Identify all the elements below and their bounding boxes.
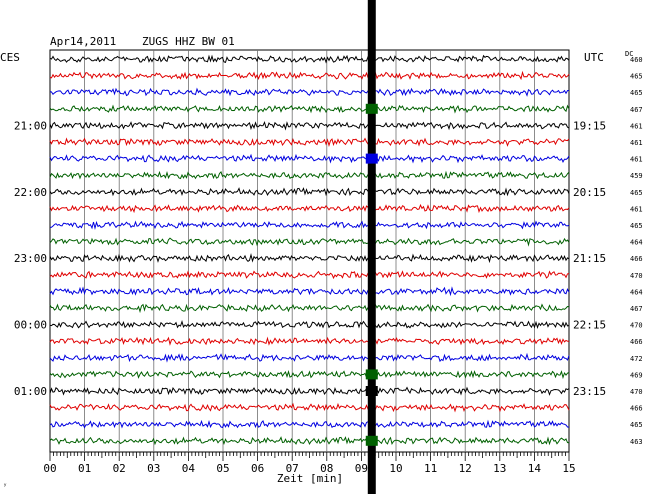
trace-16 — [49, 303, 570, 314]
x-tick-label: 06 — [251, 462, 264, 475]
right-time-label: 23:15 — [573, 385, 606, 398]
left-timezone-label: CES — [0, 51, 20, 64]
x-tick-label: 10 — [389, 462, 402, 475]
dc-offset-label: 461 — [630, 122, 643, 130]
trace-13 — [49, 253, 570, 264]
trace-23 — [49, 419, 570, 429]
dc-offset-label: 472 — [630, 355, 643, 363]
dc-offset-label: 467 — [630, 305, 643, 313]
trace-9 — [49, 187, 570, 197]
dc-offset-label: 459 — [630, 172, 643, 180]
event-burst — [365, 369, 378, 380]
trace-21 — [49, 386, 570, 396]
dc-offset-label: 470 — [630, 388, 643, 396]
x-tick-label: 14 — [528, 462, 542, 475]
corner-mark: ʸ — [3, 482, 7, 490]
event-burst — [365, 153, 378, 164]
right-time-label: 19:15 — [573, 119, 606, 132]
event-burst — [365, 435, 378, 446]
trace-3 — [49, 87, 570, 97]
x-tick-label: 15 — [562, 462, 575, 475]
left-time-label: 22:00 — [14, 186, 47, 199]
dc-offset-label: 465 — [630, 73, 643, 81]
dc-offset-label: 461 — [630, 156, 643, 164]
left-time-label: 00:00 — [14, 319, 47, 332]
dc-offset-label: 470 — [630, 272, 643, 280]
dc-offset-label: 466 — [630, 338, 643, 346]
left-time-label: 21:00 — [14, 119, 47, 132]
dc-offset-label: 464 — [630, 288, 643, 296]
x-axis-label: Zeit [min] — [277, 472, 343, 485]
trace-11 — [49, 220, 570, 231]
trace-7 — [49, 153, 570, 164]
trace-20 — [49, 370, 570, 380]
trace-17 — [49, 320, 570, 330]
event-burst — [365, 103, 378, 114]
trace-12 — [49, 237, 570, 247]
trace-2 — [49, 70, 570, 81]
x-tick-label: 07 — [286, 462, 299, 475]
header-date: Apr14,2011 — [50, 35, 116, 48]
x-tick-label: 03 — [147, 462, 160, 475]
dc-offset-label: 465 — [630, 421, 643, 429]
x-tick-label: 02 — [113, 462, 126, 475]
trace-4 — [49, 104, 570, 114]
right-time-label: 22:15 — [573, 319, 606, 332]
dc-offset-label: 464 — [630, 239, 643, 247]
trace-24 — [49, 436, 570, 446]
dc-offset-label: 463 — [630, 438, 643, 446]
trace-8 — [49, 170, 570, 180]
dc-offset-label: 460 — [630, 56, 643, 64]
header-station: ZUGS HHZ BW 01 — [142, 35, 235, 48]
trace-1 — [49, 54, 570, 64]
x-tick-label: 05 — [216, 462, 229, 475]
event-burst — [365, 386, 378, 396]
x-tick-label: 13 — [493, 462, 506, 475]
event-marker — [365, 0, 378, 494]
traces — [49, 54, 570, 446]
trace-15 — [49, 286, 570, 297]
x-tick-label: 01 — [78, 462, 91, 475]
dc-offset-label: 465 — [630, 89, 643, 97]
dc-offset-label: 466 — [630, 405, 643, 413]
trace-10 — [49, 203, 570, 214]
trace-22 — [49, 402, 570, 413]
axis-labels: 00 01 02 03 04 05 06 07 08 09 10 11 12 13 14 15 21:00 22:… — [14, 56, 643, 475]
dc-offset-label: 465 — [630, 222, 643, 230]
left-time-label: 23:00 — [14, 252, 47, 265]
x-tick-label: 11 — [424, 462, 437, 475]
dc-offset-label: 467 — [630, 106, 643, 114]
x-tick-label: 12 — [459, 462, 472, 475]
x-tick-label: 09 — [355, 462, 368, 475]
trace-14 — [49, 270, 570, 280]
right-timezone-label: UTC — [584, 51, 604, 64]
dc-offset-label: 469 — [630, 371, 643, 379]
trace-6 — [49, 137, 570, 147]
x-tick-label: 00 — [43, 462, 56, 475]
trace-19 — [49, 352, 570, 363]
x-tick-label: 04 — [182, 462, 196, 475]
right-time-label: 21:15 — [573, 252, 606, 265]
grid — [49, 49, 570, 461]
trace-5 — [49, 120, 570, 131]
dc-offset-label: 466 — [630, 255, 643, 263]
dc-offset-label: 470 — [630, 322, 643, 330]
right-time-label: 20:15 — [573, 186, 606, 199]
event-band — [367, 0, 376, 494]
dc-offset-label: 461 — [630, 139, 643, 147]
x-tick-label: 08 — [320, 462, 333, 475]
dc-header-label: DC — [625, 50, 633, 58]
dc-offset-label: 465 — [630, 189, 643, 197]
trace-18 — [49, 336, 570, 346]
left-time-label: 01:00 — [14, 385, 47, 398]
dc-offset-label: 461 — [630, 205, 643, 213]
